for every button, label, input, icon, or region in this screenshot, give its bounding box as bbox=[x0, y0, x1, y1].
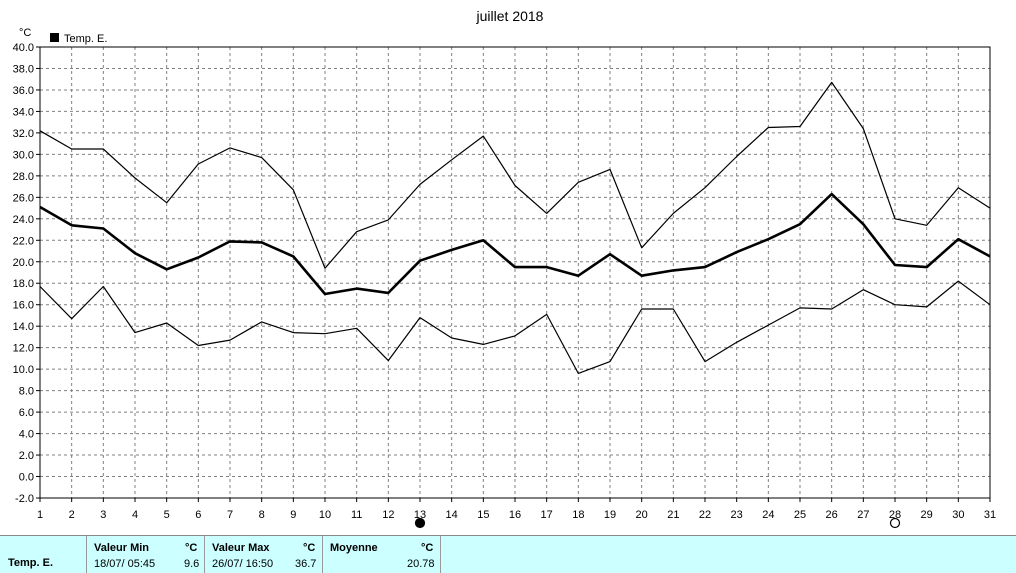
y-tick-label: 10.0 bbox=[13, 364, 34, 376]
y-tick-label: 4.0 bbox=[19, 429, 34, 441]
min-unit: °C bbox=[185, 542, 198, 554]
x-tick-label: 28 bbox=[889, 509, 901, 521]
series-line-min bbox=[39, 280, 991, 374]
stats-empty-cell bbox=[440, 536, 1016, 573]
y-tick-label: 0.0 bbox=[19, 472, 34, 484]
y-tick-label: 26.0 bbox=[13, 192, 34, 204]
x-axis: 1 2 3 4 5 6 7 8 9 10 11 12 13 14 15 16 17 18 19 20 21 22 23 24 2… bbox=[37, 498, 996, 521]
x-tick-label: 19 bbox=[604, 509, 616, 521]
x-tick-label: 2 bbox=[69, 509, 75, 521]
mean-unit: °C bbox=[421, 542, 434, 554]
y-tick-label: 12.0 bbox=[13, 343, 34, 355]
x-tick-label: 24 bbox=[762, 509, 774, 521]
x-tick-label: 9 bbox=[290, 509, 296, 521]
min-datetime: 18/07/ 05:45 bbox=[94, 558, 156, 570]
chart-title: juillet 2018 bbox=[476, 8, 544, 24]
max-datetime: 26/07/ 16:50 bbox=[212, 558, 274, 570]
max-unit: °C bbox=[303, 542, 316, 554]
x-tick-label: 3 bbox=[100, 509, 106, 521]
x-tick-label: 15 bbox=[477, 509, 489, 521]
x-tick-label: 20 bbox=[636, 509, 648, 521]
stats-footer: Valeur Min °C 18/07/ 05:45 9.6 Valeur Ma… bbox=[0, 535, 1016, 573]
x-tick-label: 7 bbox=[227, 509, 233, 521]
legend-label: Temp. E. bbox=[64, 33, 107, 45]
min-value: 9.6 bbox=[184, 558, 200, 570]
y-tick-label: 6.0 bbox=[19, 407, 34, 419]
y-tick-label: 38.0 bbox=[13, 63, 34, 75]
x-tick-label: 26 bbox=[826, 509, 838, 521]
y-tick-label: -2.0 bbox=[15, 493, 34, 505]
x-tick-label: 5 bbox=[164, 509, 170, 521]
x-tick-label: 6 bbox=[195, 509, 201, 521]
y-tick-label: 16.0 bbox=[13, 300, 34, 312]
x-tick-label: 27 bbox=[857, 509, 869, 521]
y-tick-label: 8.0 bbox=[19, 386, 34, 398]
y-tick-label: 34.0 bbox=[13, 106, 34, 118]
y-tick-label: 30.0 bbox=[13, 149, 34, 161]
max-value: 36.7 bbox=[295, 558, 317, 570]
x-tick-label: 30 bbox=[952, 509, 964, 521]
y-tick-label: 22.0 bbox=[13, 235, 34, 247]
legend-swatch bbox=[50, 33, 59, 42]
x-tick-label: 18 bbox=[572, 509, 584, 521]
x-tick-label: 11 bbox=[351, 509, 362, 521]
y-tick-label: 36.0 bbox=[13, 85, 34, 97]
y-tick-label: 28.0 bbox=[13, 171, 34, 183]
x-tick-label: 4 bbox=[132, 509, 138, 521]
x-tick-label: 14 bbox=[446, 509, 458, 521]
x-tick-label: 10 bbox=[319, 509, 331, 521]
full-moon-icon bbox=[889, 517, 901, 529]
y-tick-label: 14.0 bbox=[13, 321, 34, 333]
x-tick-label: 22 bbox=[699, 509, 711, 521]
y-tick-label: 20.0 bbox=[13, 257, 34, 269]
stats-min-cell: Valeur Min °C 18/07/ 05:45 9.6 bbox=[86, 536, 205, 573]
x-tick-label: 31 bbox=[984, 509, 996, 521]
grid bbox=[40, 47, 990, 498]
x-tick-label: 13 bbox=[414, 509, 426, 521]
x-tick-label: 17 bbox=[541, 509, 553, 521]
x-tick-label: 1 bbox=[37, 509, 43, 521]
y-axis-unit: °C bbox=[19, 27, 31, 39]
x-tick-label: 25 bbox=[794, 509, 806, 521]
x-tick-label: 21 bbox=[667, 509, 679, 521]
y-tick-label: 2.0 bbox=[19, 450, 34, 462]
min-header: Valeur Min bbox=[94, 542, 150, 554]
max-header: Valeur Max bbox=[212, 542, 270, 554]
stats-mean-cell: Moyenne °C 20.78 bbox=[322, 536, 441, 573]
y-tick-label: 40.0 bbox=[13, 42, 34, 54]
temperature-chart: juillet 2018 °C Temp. E. -2.0 0.0 2.0 4.0 6.… bbox=[13, 8, 996, 529]
y-tick-label: 18.0 bbox=[13, 278, 34, 290]
x-tick-label: 12 bbox=[382, 509, 394, 521]
new-moon-icon bbox=[414, 517, 426, 529]
moon-markers bbox=[414, 517, 901, 529]
x-tick-label: 16 bbox=[509, 509, 521, 521]
y-tick-label: 24.0 bbox=[13, 214, 34, 226]
mean-value: 20.78 bbox=[407, 558, 435, 570]
x-tick-label: 29 bbox=[921, 509, 933, 521]
y-tick-label: 32.0 bbox=[13, 128, 34, 140]
series-line-mean bbox=[39, 192, 991, 296]
x-tick-label: 8 bbox=[259, 509, 265, 521]
x-tick-label: 23 bbox=[731, 509, 743, 521]
mean-header: Moyenne bbox=[330, 542, 378, 554]
stats-max-cell: Valeur Max °C 26/07/ 16:50 36.7 bbox=[204, 536, 323, 573]
series bbox=[39, 81, 991, 374]
series-line-max bbox=[39, 81, 991, 269]
y-axis: -2.0 0.0 2.0 4.0 6.0 8.0 10.0 12.0 14.0 16.0 18.0 2… bbox=[13, 42, 40, 505]
footer-series-label: Temp. E. bbox=[8, 557, 54, 569]
